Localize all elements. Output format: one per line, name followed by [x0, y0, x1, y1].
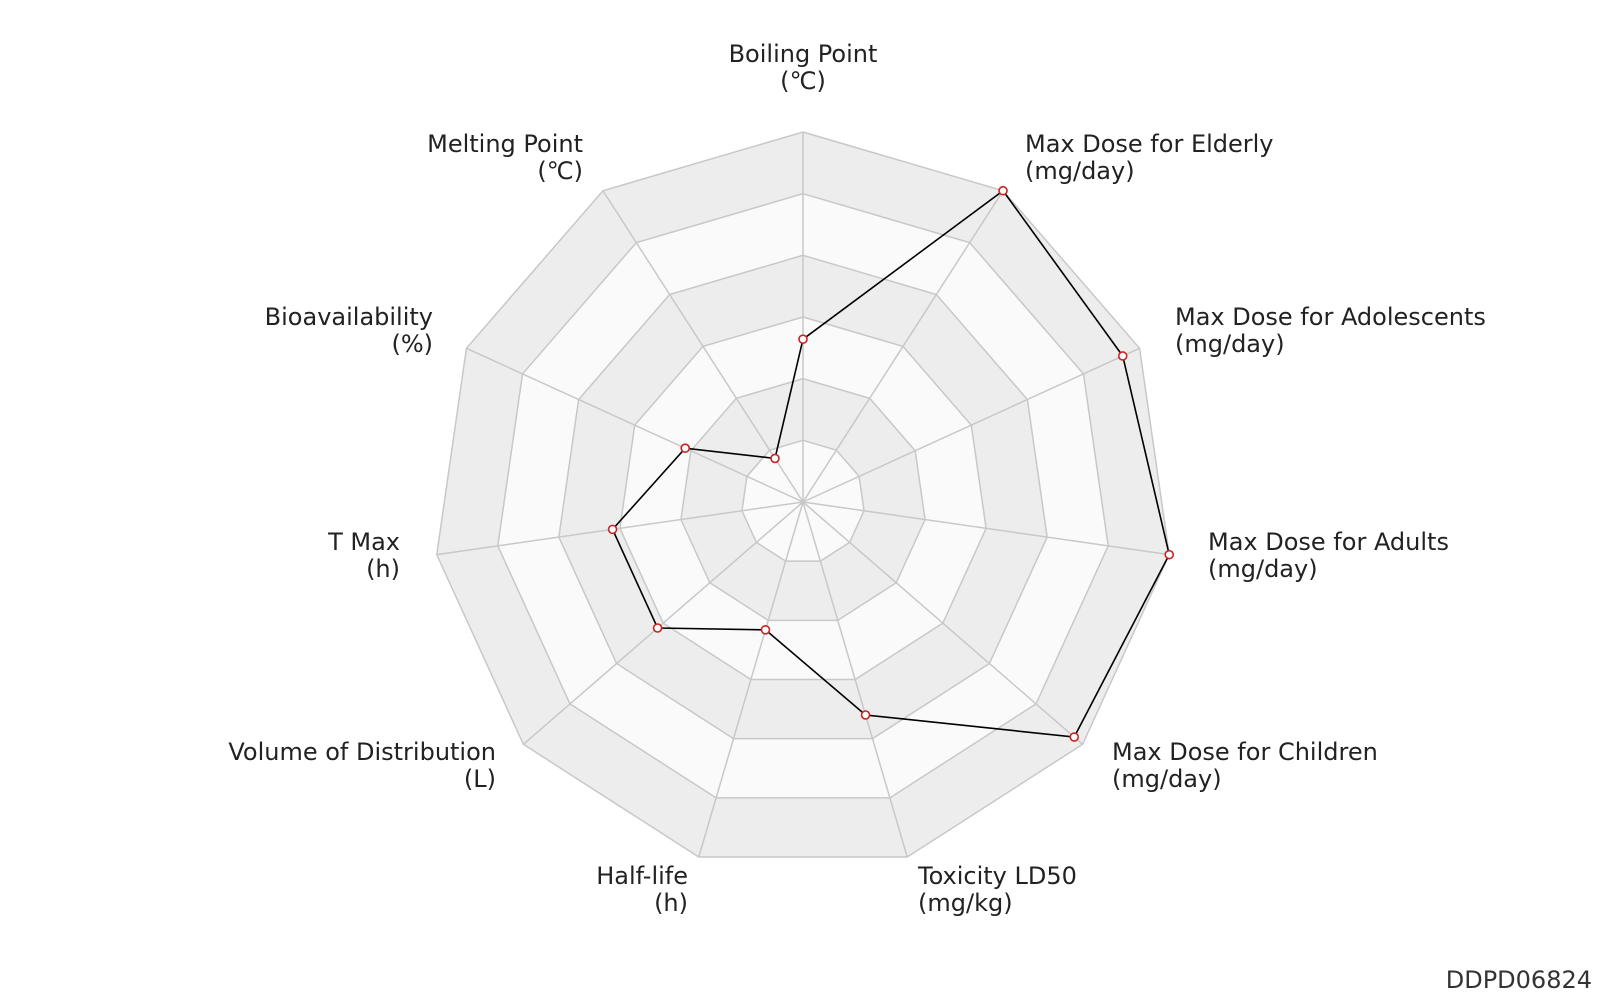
axis-label-name-3: Max Dose for Adolescents — [1175, 303, 1486, 331]
axis-label-name-2: Max Dose for Elderly — [1025, 130, 1274, 158]
axis-label-unit-6: (mg/kg) — [918, 889, 1013, 917]
axis-spoke-6 — [802, 501, 908, 858]
axis-spoke-4 — [802, 501, 1170, 556]
data-point-5 — [1069, 732, 1080, 742]
axis-spoke-2 — [802, 190, 1004, 503]
data-point-8 — [652, 623, 663, 633]
axis-label-name-7: Half-life — [596, 862, 688, 890]
data-point-4 — [1164, 549, 1175, 560]
axis-label-name-6: Toxicity LD50 — [917, 862, 1077, 890]
axis-label-name-4: Max Dose for Adults — [1208, 528, 1449, 556]
axis-label-name-8: Volume of Distribution — [228, 738, 496, 766]
data-point-7 — [760, 625, 771, 635]
data-point-2 — [998, 185, 1008, 196]
data-point-3 — [1117, 351, 1128, 361]
axis-spoke-10 — [466, 347, 804, 503]
data-point-10 — [680, 443, 691, 454]
axis-label-unit-8: (L) — [464, 765, 496, 793]
axis-label-name-1: Boiling Point — [729, 40, 878, 68]
chart-id-label: DDPD06824 — [1445, 966, 1592, 994]
axis-label-name-9: T Max — [327, 528, 400, 556]
axis-label-unit-2: (mg/day) — [1025, 157, 1135, 185]
axis-spoke-11 — [602, 190, 804, 503]
axis-spoke-3 — [802, 347, 1140, 503]
axis-label-unit-7: (h) — [654, 889, 688, 917]
data-point-6 — [860, 710, 871, 720]
axis-label-unit-9: (h) — [366, 555, 400, 583]
data-series-line — [611, 189, 1171, 738]
axis-label-name-10: Bioavailability — [265, 303, 433, 331]
data-point-11 — [770, 453, 780, 464]
data-point-1 — [798, 334, 808, 345]
axis-spoke-7 — [698, 501, 804, 858]
axis-label-name-5: Max Dose for Children — [1112, 738, 1378, 766]
axis-spoke-8 — [522, 501, 804, 745]
axis-label-unit-4: (mg/day) — [1208, 555, 1318, 583]
axis-label-unit-10: (%) — [391, 330, 433, 358]
axis-spoke-5 — [802, 501, 1084, 745]
data-point-9 — [607, 524, 618, 535]
axis-label-unit-5: (mg/day) — [1112, 765, 1222, 793]
axis-label-name-11: Melting Point — [427, 130, 583, 158]
axis-label-unit-3: (mg/day) — [1175, 330, 1285, 358]
axis-spoke-9 — [436, 501, 804, 556]
axis-label-unit-11: (℃) — [537, 157, 583, 185]
axis-label-unit-1: (℃) — [780, 67, 826, 95]
